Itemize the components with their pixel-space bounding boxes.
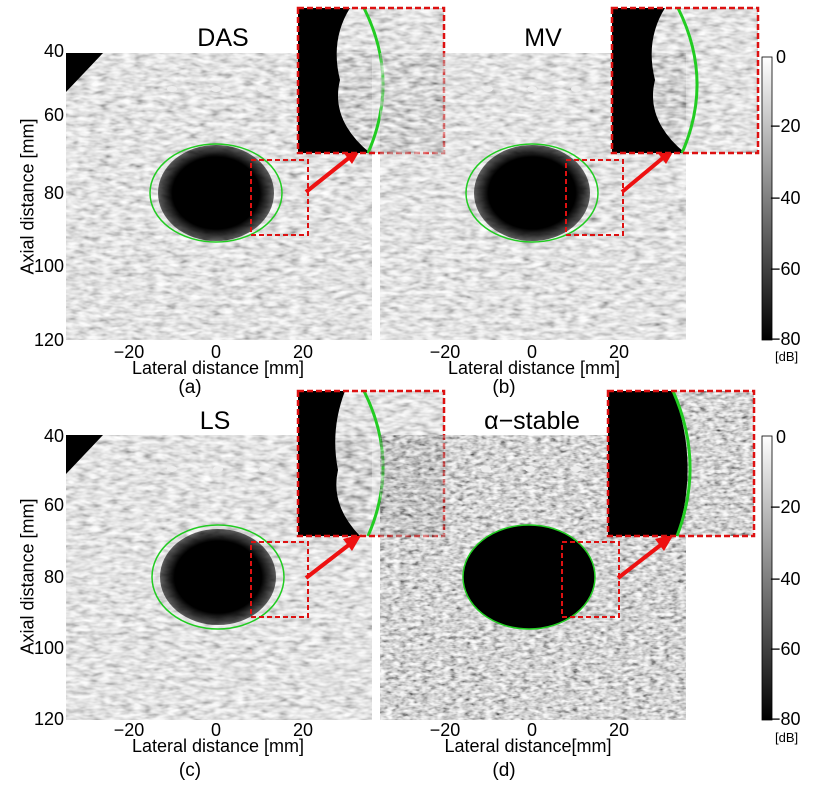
colorbar-top (761, 56, 773, 341)
zoom-arrow (616, 542, 664, 580)
y-tick: 100 (33, 256, 64, 276)
colorbar-tick: −20 (770, 497, 801, 517)
x-tick: 0 (526, 342, 537, 362)
cyst-outline (151, 524, 285, 630)
y-tick: 60 (43, 495, 64, 515)
panel-title-b: MV (524, 24, 562, 52)
x-tick: −20 (429, 720, 461, 740)
cyst-outline (462, 524, 596, 630)
colorbar-unit: [dB] (775, 730, 799, 745)
panel-caption-a: (a) (178, 377, 202, 398)
zoom-region-box (565, 159, 624, 236)
colorbar-tick: −80 (770, 709, 801, 729)
colorbar-tick: −40 (770, 569, 801, 589)
panel-c-image (66, 389, 446, 720)
y-axis-label: Axial distance [mm] (17, 498, 38, 655)
x-tick: 20 (608, 342, 630, 362)
colorbar-tick: −20 (770, 116, 801, 136)
panel-a-image (66, 6, 446, 340)
x-axis-label: Lateral distance[mm] (444, 736, 612, 756)
x-tick: 20 (292, 720, 314, 740)
zoom-region-box (561, 541, 620, 618)
y-tick: 80 (43, 183, 64, 203)
zoom-arrow (620, 155, 666, 194)
colorbar-bottom (761, 435, 773, 721)
colorbar-tick: 0 (776, 47, 787, 67)
y-tick: 60 (43, 105, 64, 125)
colorbar-tick: −80 (770, 329, 801, 349)
colorbar-tick: −40 (770, 188, 801, 208)
x-tick: 0 (526, 720, 537, 740)
x-tick: 0 (210, 720, 221, 740)
zoom-arrow (304, 155, 352, 194)
y-tick: 40 (43, 41, 64, 61)
y-tick: 80 (43, 567, 64, 587)
panel-title-c: LS (199, 407, 231, 435)
zoom-region-box (250, 541, 309, 618)
cyst-outline (465, 143, 599, 243)
colorbar-tick: −60 (770, 259, 801, 279)
x-tick: 20 (608, 720, 630, 740)
colorbar-tick: 0 (776, 427, 787, 447)
y-tick: 100 (33, 638, 64, 658)
y-tick: 120 (33, 709, 64, 729)
panel-d-image (380, 389, 756, 720)
zoom-inset (606, 389, 756, 538)
x-tick: −20 (113, 342, 145, 362)
y-tick: 40 (43, 426, 64, 446)
x-axis-label: Lateral distance [mm] (131, 358, 305, 378)
panel-caption-b: (b) (492, 377, 516, 398)
x-tick: 20 (292, 342, 314, 362)
x-axis-label: Lateral distance [mm] (447, 358, 621, 378)
panel-caption-c: (c) (178, 760, 202, 781)
y-axis-label: Axial distance [mm] (17, 118, 38, 275)
zoom-arrow (304, 542, 352, 580)
y-tick: 120 (33, 330, 64, 350)
x-tick: −20 (429, 342, 461, 362)
panel-title-a: DAS (197, 24, 249, 52)
panel-caption-d: (d) (492, 760, 516, 781)
panel-title-d: α−stable (484, 407, 580, 435)
x-tick: −20 (113, 720, 145, 740)
zoom-inset (610, 6, 760, 155)
zoom-region-box (250, 159, 309, 236)
colorbar-tick: −60 (770, 639, 801, 659)
panel-b-image (380, 6, 760, 340)
cyst-outline (149, 143, 283, 243)
colorbar-unit: [dB] (775, 349, 799, 364)
x-axis-label: Lateral distance [mm] (131, 736, 305, 756)
x-tick: 0 (210, 342, 221, 362)
